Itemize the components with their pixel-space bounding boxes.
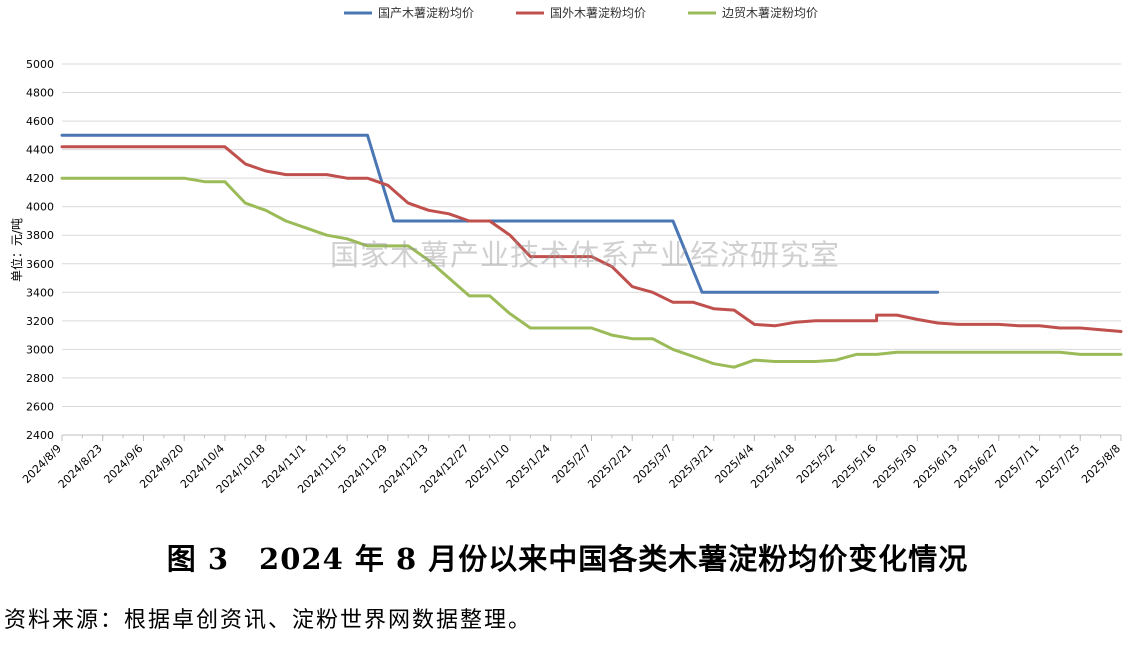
y-tick-label: 3000: [26, 343, 54, 356]
y-tick-label: 4000: [26, 201, 54, 214]
x-tick-label: 2025/1/24: [504, 442, 553, 491]
legend-label: 国产木薯淀粉均价: [378, 6, 474, 20]
x-tick-label: 2025/2/21: [585, 442, 634, 491]
x-tick-label: 2025/7/25: [1033, 442, 1082, 491]
y-tick-label: 3200: [26, 315, 54, 328]
chart-grid: [62, 63, 1121, 436]
y-tick-label: 3800: [26, 229, 54, 242]
y-tick-label: 2800: [26, 372, 54, 385]
watermark-text: 国家木薯产业技术体系产业经济研究室: [330, 238, 841, 272]
figure-caption: 图 3 2024 年 8 月份以来中国各类木薯淀粉均价变化情况: [166, 542, 969, 576]
line-chart: 国产木薯淀粉均价 国外木薯淀粉均价 边贸木薯淀粉均价 2400 2600 2800 300…: [9, 6, 1123, 496]
y-axis-label: 单位：元/吨: [9, 218, 24, 282]
data-source-note: 资料来源：根据卓创资讯、淀粉世界网数据整理。: [4, 608, 533, 633]
chart-legend: 国产木薯淀粉均价 国外木薯淀粉均价 边贸木薯淀粉均价: [344, 6, 818, 20]
legend-label: 国外木薯淀粉均价: [550, 6, 646, 20]
y-axis: 2400 2600 2800 3000 3200 3400 3600 3800 4000 4200…: [26, 58, 54, 442]
x-tick-label: 2025/3/21: [667, 442, 716, 491]
y-tick-label: 3600: [26, 258, 54, 271]
series-line-1: [60, 133, 940, 294]
y-tick-label: 4200: [26, 172, 54, 185]
series-line-3: [60, 176, 1123, 369]
x-tick-label: 2024/8/23: [56, 442, 105, 491]
legend-label: 边贸木薯淀粉均价: [722, 6, 818, 20]
series-line-2: [60, 145, 1123, 333]
y-tick-label: 2600: [26, 400, 54, 413]
x-axis: 2024/8/92024/8/232024/9/62024/9/202024/1…: [20, 434, 1123, 496]
y-tick-label: 4600: [26, 115, 54, 128]
y-tick-label: 5000: [26, 58, 54, 71]
y-tick-label: 3400: [26, 286, 54, 299]
chart-series: [60, 133, 1123, 369]
x-tick-label: 2025/8/8: [1079, 442, 1123, 486]
y-tick-label: 2400: [26, 429, 54, 442]
x-tick-label: 2025/4/18: [748, 442, 797, 491]
y-tick-label: 4400: [26, 144, 54, 157]
y-tick-label: 4800: [26, 87, 54, 100]
